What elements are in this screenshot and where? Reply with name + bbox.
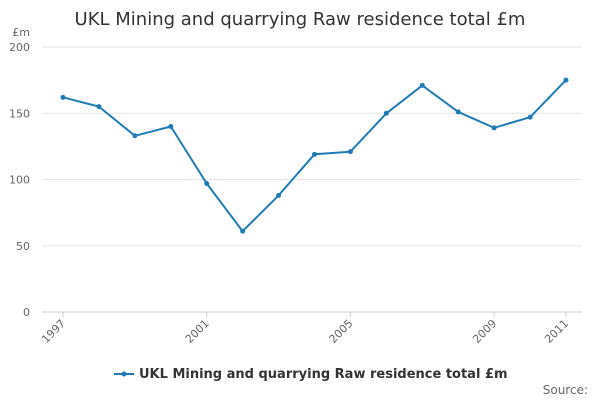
series-group (60, 77, 569, 234)
x-tick-label: 1997 (39, 317, 68, 346)
data-point-2011[interactable] (563, 77, 569, 83)
source-label: Source: (543, 383, 588, 397)
data-point-1999[interactable] (132, 133, 138, 139)
data-point-2005[interactable] (347, 149, 353, 155)
x-axis-ticks: 1997 2001 2005 2009 2011 (39, 312, 571, 346)
data-point-2009[interactable] (491, 125, 497, 131)
y-tick-label: 100 (9, 174, 30, 187)
data-point-1997[interactable] (60, 94, 66, 100)
data-point-2002[interactable] (240, 228, 246, 234)
x-tick-label: 2005 (327, 317, 356, 346)
data-point-2003[interactable] (276, 192, 282, 198)
y-tick-label: 200 (9, 41, 30, 54)
data-point-2010[interactable] (527, 114, 533, 120)
y-tick-label: 0 (23, 306, 30, 319)
data-point-1998[interactable] (96, 104, 102, 110)
legend-point-marker (121, 371, 127, 377)
legend[interactable]: UKL Mining and quarrying Raw residence t… (114, 367, 508, 382)
x-tick-label: 2011 (542, 317, 571, 346)
legend-label[interactable]: UKL Mining and quarrying Raw residence t… (139, 367, 508, 382)
data-point-2000[interactable] (168, 124, 174, 129)
data-point-2007[interactable] (419, 82, 425, 88)
data-point-2001[interactable] (204, 180, 210, 186)
y-axis-ticks: 0 50 100 150 200 (9, 41, 30, 319)
gridlines (42, 46, 582, 313)
data-point-2006[interactable] (383, 110, 389, 116)
y-tick-label: 150 (9, 107, 30, 120)
data-point-2008[interactable] (455, 109, 461, 115)
data-point-2004[interactable] (312, 151, 317, 157)
x-tick-label: 2009 (470, 317, 499, 346)
y-tick-label: 50 (16, 240, 30, 253)
chart-title: UKL Mining and quarrying Raw residence t… (75, 9, 526, 30)
y-axis-unit: £m (12, 26, 30, 39)
x-tick-label: 2001 (183, 317, 212, 346)
